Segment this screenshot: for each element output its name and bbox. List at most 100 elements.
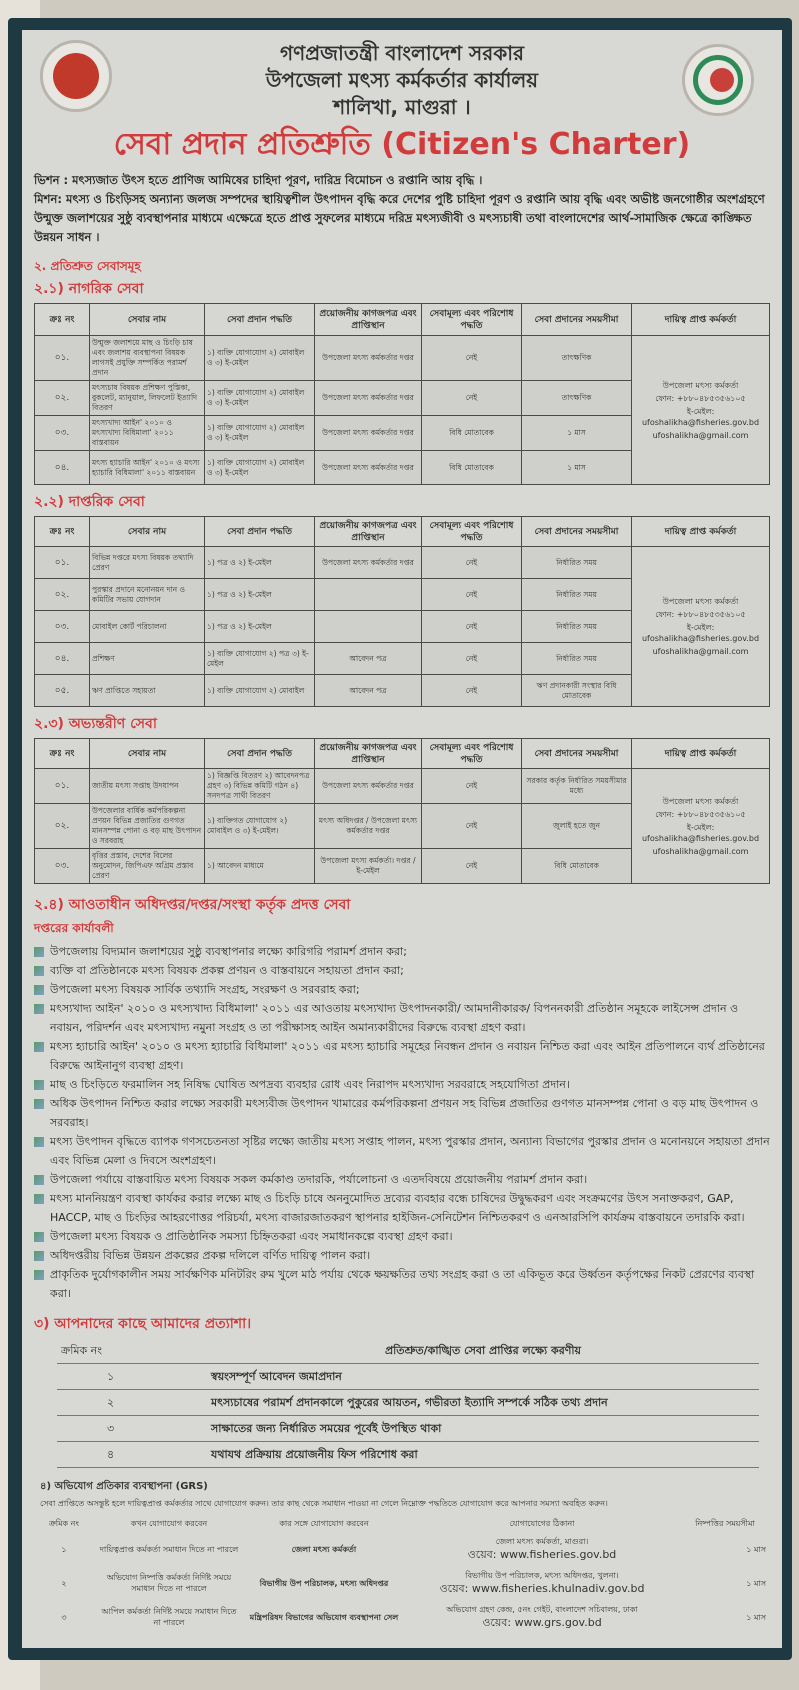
bullet-icon <box>34 1194 44 1204</box>
cell-method: ১) ব্যক্তি যোগাযোগ ২) মোবাইল ও ৩) ই-মেইল <box>204 415 315 451</box>
function-text: মাছ ও চিংড়িতে ফরমালিন সহ নিষিদ্ধ ঘোষিত … <box>50 1078 570 1091</box>
expectations-table: ক্রমিক নং প্রতিশ্রুত/কাঙ্খিত সেবা প্রাপ্ত… <box>57 1338 759 1468</box>
table-row: ০৩. বৃত্তির প্রস্তাব, দেশের বিলের অনুমোদন… <box>34 848 770 884</box>
column-header: ক্রমিক নং <box>49 1519 79 1528</box>
column-header: ক্রঃ নং <box>34 516 90 547</box>
bullet-icon <box>34 966 44 976</box>
function-item: মৎস্য উৎপাদন বৃদ্ধিতে ব্যাপক গণসচেতনতা স… <box>32 1132 772 1170</box>
function-text: মৎস্য হ্যাচারি আইন' ২০১০ ও মৎস্য হ্যাচার… <box>50 1040 765 1072</box>
table-row: ০৪. প্রশিক্ষণ ১) ব্যক্তি যোগাযোগ ২) পত্র ৩… <box>34 642 770 675</box>
table-row: ০২. উপজেলার বার্ষিক কর্মপরিকল্পনা প্রণয়ন… <box>34 803 770 849</box>
cell-method: ১) ব্যক্তি যোগাযোগ ২) পত্র ৩) ই-মেইল <box>204 642 315 675</box>
column-header: সেবা প্রদান পদ্ধতি <box>204 738 315 769</box>
officer-email1: ই-মেইল: ufoshalikha@fisheries.gov.bd <box>641 623 760 643</box>
internal-services-heading: ২.৩) অভ্যন্তরীণ সেবা <box>34 716 157 732</box>
cell-fee: নেই <box>421 335 522 381</box>
column-header: সেবার নাম <box>89 303 205 336</box>
table-header-row: ক্রঃ নং সেবার নাম সেবা প্রদান পদ্ধতি প্রয়ো… <box>34 303 770 336</box>
website-link[interactable]: ওয়েব: www.fisheries.khulnadiv.gov.bd <box>439 1582 645 1595</box>
row-number: ১ <box>61 1544 67 1554</box>
row-number: ০৪. <box>34 642 90 675</box>
cell-time: ১ মাস <box>521 450 632 485</box>
internal-services-table: ক্রঃ নং সেবার নাম সেবা প্রদান পদ্ধতি প্রয়ো… <box>34 738 770 884</box>
cell-time: ঋণ প্রদানকারী সংস্থার বিধি মোতাবেক <box>521 674 632 707</box>
officer-email1: ই-মেইল: ufoshalikha@fisheries.gov.bd <box>641 822 760 843</box>
table-row: ০১. জাতীয় মৎস্য সপ্তাহ উদযাপন ১) বিজ্ঞপ্ত… <box>34 768 770 884</box>
office-services-heading: ২.২) দাপ্তরিক সেবা <box>34 494 145 510</box>
function-text: মৎস্যখাদ্য আইন' ২০১০ ও মৎস্যখাদ্য বিধিমা… <box>50 1002 739 1034</box>
cell-name: জাতীয় মৎস্য সপ্তাহ উদযাপন <box>89 768 205 804</box>
column-header: সেবা প্রদান পদ্ধতি <box>204 303 315 336</box>
cell-time: ১ মাস <box>521 415 632 451</box>
row-number: ০৪. <box>34 450 90 485</box>
function-item: মৎস্য হ্যাচারি আইন' ২০১০ ও মৎস্য হ্যাচার… <box>32 1037 772 1075</box>
row-number: ০১. <box>34 335 90 381</box>
cell-docs: মৎস্য অধিদপ্তর / উপজেলা মৎস্য কর্মকর্তার… <box>314 803 422 849</box>
cell-name: মৎস্য হ্যাচারি আইন' ২০১০ ও মৎস্য হ্যাচার… <box>89 450 205 485</box>
cell-method: ১) ব্যক্তি যোগাযোগ ২) মোবাইল <box>204 674 315 707</box>
table-header-row: ক্রঃ নং সেবার নাম সেবা প্রদান পদ্ধতি প্রয়ো… <box>34 738 770 769</box>
function-item: উপজেলায় বিদ্যমান জলাশয়ের সুষ্ঠু ব্যবস্… <box>32 942 772 961</box>
expectation-text: মৎস্যচাষের পরামর্শ প্রদানকালে পুকুরের আয… <box>207 1389 759 1416</box>
address-text: জেলা মৎস্য কর্মকর্তা, মাগুরা। <box>495 1537 589 1546</box>
bullet-icon <box>34 1232 44 1242</box>
cell-name: বৃত্তির প্রস্তাব, দেশের বিলের অনুমোদন, জ… <box>89 848 205 884</box>
grs-heading: ৪) অভিযোগ প্রতিকার ব্যবস্থাপনা (GRS) <box>40 1481 208 1492</box>
cell-fee: বিধি মোতাবেক <box>421 450 522 485</box>
function-item: উপজেলা পর্যায়ে বাস্তবায়িত মৎস্য বিষয়ক… <box>32 1170 772 1189</box>
column-header: সেবা প্রদানের সময়সীমা <box>521 303 632 336</box>
grs-address: জেলা মৎস্য কর্মকর্তা, মাগুরা। ওয়েব: www.… <box>404 1532 680 1566</box>
function-text: উপজেলা মৎস্য বিষয়ক সার্বিক তথ্যাদি সংগ্… <box>50 983 360 996</box>
cell-name: বিভিন্ন দপ্তরে মৎস্য বিষয়ক তথ্যাদি প্রে… <box>89 546 205 579</box>
column-header: সেবা প্রদানের সময়সীমা <box>521 516 632 547</box>
cell-method: ১) পত্র ও ২) ই-মেইল <box>204 578 315 611</box>
function-item: ব্যক্তি বা প্রতিষ্ঠানকে মৎস্য বিষয়ক প্র… <box>32 961 772 980</box>
website-link[interactable]: ওয়েব: www.fisheries.gov.bd <box>467 1548 617 1561</box>
cell-docs <box>314 578 422 611</box>
table-row: ০৩. মৎস্যখাদ্য আইন' ২০১০ ও মৎস্যখাদ্য বিধ… <box>34 415 770 451</box>
column-header: দায়িত্ব প্রাপ্ত কর্মকর্তা <box>631 738 770 769</box>
function-text: অধিদপ্তরীয় বিভিন্ন উন্নয়ন প্রকল্পের প্… <box>50 1249 371 1262</box>
column-header: সেবা প্রদানের সময়সীমা <box>521 738 632 769</box>
cell-fee: নেই <box>421 848 522 884</box>
cell-name: মৎস্যচাষ বিষয়ক প্রশিক্ষণ পুস্তিকা, বুকল… <box>89 380 205 416</box>
service-table: ক্রঃ নং সেবার নাম সেবা প্রদান পদ্ধতি প্রয়ো… <box>34 303 770 485</box>
officer-phone: ফোন: +৮৮০৪৮৫৩৫৬১০৫ <box>655 610 746 619</box>
row-number: ০২. <box>34 380 90 416</box>
cell-name: উপজেলার বার্ষিক কর্মপরিকল্পনা প্রণয়ন বি… <box>89 803 205 849</box>
function-text: উপজেলা মৎস্য বিষয়ক ও প্রাতিষ্ঠানিক সমস্… <box>50 1230 453 1243</box>
officer-title: উপজেলা মৎস্য কর্মকর্তা <box>662 597 739 606</box>
column-header: প্রয়োজনীয় কাগজপত্র এবং প্রাপ্তিস্থান <box>314 516 422 547</box>
cell-time: তাৎক্ষণিক <box>521 380 632 416</box>
row-number: ০১. <box>34 768 90 804</box>
cell-docs: উপজেলা মৎস্য কর্মকর্তার দপ্তর <box>314 415 422 451</box>
grs-address: অভিযোগ গ্রহণ কেন্দ্র, ৫নং গেইট, বাংলাদেশ… <box>404 1600 680 1634</box>
expectation-text: সাক্ষাতের জন্য নির্ধারিত সময়ের পূর্বেই … <box>207 1415 759 1442</box>
function-text: ব্যক্তি বা প্রতিষ্ঠানকে মৎস্য বিষয়ক প্র… <box>50 964 404 977</box>
cell-method: ১) বিজ্ঞপ্তি বিতরণ ২) আবেদনপত্র গ্রহণ ৩)… <box>204 768 315 804</box>
website-link[interactable]: ওয়েব: www.grs.gov.bd <box>482 1616 602 1629</box>
grs-time: ১ মাস <box>746 1578 766 1588</box>
function-item: মাছ ও চিংড়িতে ফরমালিন সহ নিষিদ্ধ ঘোষিত … <box>32 1075 772 1094</box>
cell-docs: উপজেলা মৎস্য কর্মকর্তার দপ্তর <box>314 380 422 416</box>
office-location: শালিখা, মাগুরা । <box>333 95 471 119</box>
expectation-text: স্বয়ংসম্পূর্ণ আবেদন জমাপ্রদান <box>207 1363 759 1390</box>
cell-name: প্রশিক্ষণ <box>89 642 205 675</box>
grs-header-row: ক্রমিক নং কখন যোগাযোগ করবেন কার সঙ্গে যোগা… <box>34 1515 770 1532</box>
cell-time: নির্ধারিত সময় <box>521 578 632 611</box>
officer-title: উপজেলা মৎস্য কর্মকর্তা <box>662 380 739 390</box>
fisheries-department-logo <box>682 44 754 116</box>
grs-section: ৪) অভিযোগ প্রতিকার ব্যবস্থাপনা (GRS) সেবা… <box>34 1480 774 1634</box>
officer-phone: ফোন: +৮৮০৪৮৫৩৫৬১০৫ <box>655 809 746 819</box>
citizen-charter-board: গণপ্রজাতন্ত্রী বাংলাদেশ সরকার উপজেলা মৎস… <box>22 30 782 1648</box>
bullet-icon <box>34 1137 44 1147</box>
board-frame: গণপ্রজাতন্ত্রী বাংলাদেশ সরকার উপজেলা মৎস… <box>8 18 792 1660</box>
cell-docs: উপজেলা মৎস্য কর্মকর্তা। দপ্তর / ই-মেইল <box>314 848 422 884</box>
cell-time: বিধি মোতাবেক <box>521 848 632 884</box>
cell-time: নির্ধারিত সময় <box>521 642 632 675</box>
grs-when: দায়িত্বপ্রাপ্ত কর্মকর্তা সমাধান দিতে না… <box>99 1544 239 1554</box>
cell-fee: নেই <box>421 674 522 707</box>
cell-time: তাৎক্ষণিক <box>521 335 632 381</box>
bangladesh-govt-seal-logo <box>40 40 112 112</box>
cell-docs <box>314 610 422 643</box>
